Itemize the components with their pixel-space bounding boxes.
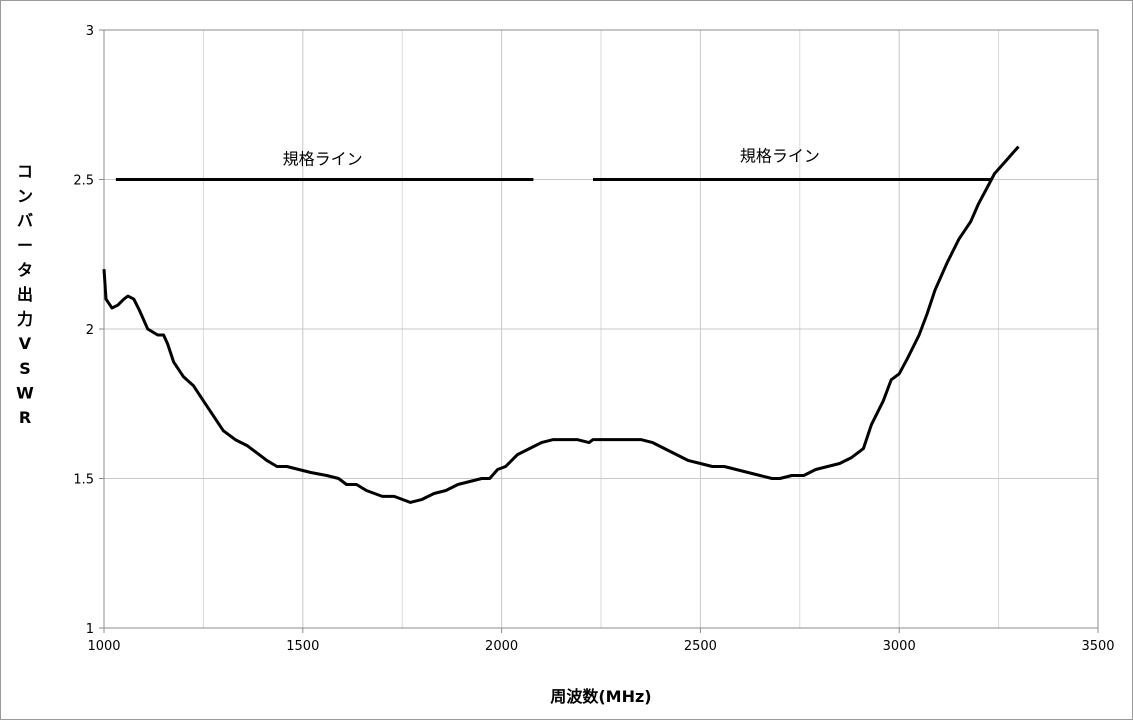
- y-axis-label-char: V: [19, 334, 32, 353]
- gridlines: [99, 29, 1099, 633]
- series-line: [102, 145, 1020, 504]
- annotations: 規格ライン 規格ライン: [283, 147, 820, 169]
- y-axis-label-char: ー: [17, 236, 33, 255]
- x-tick-label: 2500: [684, 639, 717, 654]
- y-tick-labels: 1 1.5 2 2.5 3: [73, 24, 94, 637]
- x-tick-label: 2000: [485, 639, 518, 654]
- x-tick-label: 3500: [1081, 639, 1114, 654]
- y-tick-label: 1: [86, 622, 94, 637]
- y-tick-label: 2.5: [73, 174, 94, 189]
- plot-area: [103, 29, 1099, 629]
- x-tick-labels: 1000 1500 2000 2500 3000 3500: [87, 639, 1114, 654]
- x-tick-label: 3000: [883, 639, 916, 654]
- y-axis-label-char: S: [19, 359, 31, 378]
- y-axis-label-char: R: [19, 408, 31, 427]
- y-axis-label-char: 力: [17, 310, 33, 329]
- annotation-label: 規格ライン: [283, 150, 363, 169]
- annotation-label: 規格ライン: [740, 147, 820, 166]
- x-tick-label: 1500: [286, 639, 319, 654]
- x-axis-label: 周波数(MHz): [550, 687, 651, 706]
- y-tick-label: 2: [86, 323, 94, 338]
- y-axis-label-char: ン: [17, 187, 33, 206]
- y-axis-label-char: バ: [17, 211, 33, 230]
- y-axis-label-char: コ: [17, 162, 33, 181]
- y-tick-label: 1.5: [73, 473, 94, 488]
- series-layer: [102, 145, 1020, 504]
- y-axis-label-char: 出: [17, 285, 33, 304]
- y-axis-label-char: タ: [17, 260, 33, 279]
- x-tick-label: 1000: [87, 639, 120, 654]
- y-tick-label: 3: [86, 24, 94, 39]
- y-axis-label-char: W: [16, 383, 34, 402]
